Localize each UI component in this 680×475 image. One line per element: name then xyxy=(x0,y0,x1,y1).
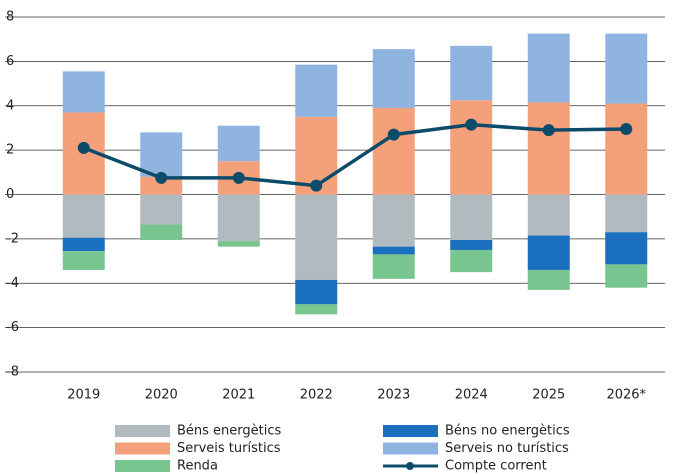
legend-swatch xyxy=(115,425,170,437)
bar xyxy=(295,279,338,305)
bar xyxy=(140,194,183,225)
x-tick-label: 2020 xyxy=(145,388,178,403)
point xyxy=(155,171,168,184)
bar xyxy=(372,107,415,195)
bar xyxy=(605,33,648,104)
bar xyxy=(527,269,570,290)
bar xyxy=(62,194,105,238)
bar xyxy=(605,103,648,195)
bar xyxy=(217,241,260,247)
legend-label: Renda xyxy=(177,459,218,474)
bar xyxy=(372,254,415,279)
x-tick-label: 2025 xyxy=(532,388,565,403)
legend-swatch xyxy=(115,442,170,455)
x-tick-label: 2023 xyxy=(377,388,410,403)
bar xyxy=(527,33,570,103)
x-tick-label: 2022 xyxy=(300,388,333,403)
bar xyxy=(605,232,648,265)
bar xyxy=(217,125,260,162)
bar xyxy=(140,224,183,240)
legend-label: Béns energètics xyxy=(177,424,282,439)
bar xyxy=(450,194,493,240)
bar xyxy=(450,100,493,195)
x-tick-label: 2024 xyxy=(455,388,488,403)
bar xyxy=(372,194,415,247)
bar xyxy=(450,239,493,250)
legend-marker xyxy=(406,462,414,470)
point xyxy=(232,171,245,184)
bar xyxy=(527,102,570,195)
x-tick-label: 2019 xyxy=(67,388,100,403)
bar xyxy=(295,64,338,117)
x-tick-label: 2021 xyxy=(222,388,255,403)
bar xyxy=(62,71,105,113)
legend-swatch xyxy=(115,460,170,472)
point xyxy=(465,118,478,131)
legend-swatch xyxy=(383,442,438,455)
legend-swatch xyxy=(383,425,438,437)
point xyxy=(77,141,90,154)
x-tick-label: 2026* xyxy=(606,388,646,403)
point xyxy=(387,128,400,141)
line xyxy=(83,122,627,188)
bar xyxy=(605,194,648,233)
legend-label: Béns no energètics xyxy=(445,424,570,439)
point xyxy=(620,123,633,136)
bar xyxy=(295,304,338,315)
bar xyxy=(217,194,260,242)
bar xyxy=(450,249,493,273)
bar xyxy=(450,45,493,101)
bar xyxy=(372,49,415,108)
bar xyxy=(295,194,338,280)
bar xyxy=(140,176,183,195)
point xyxy=(310,179,323,192)
point xyxy=(542,124,555,137)
legend-label: Compte corrent xyxy=(445,459,547,474)
legend-label: Serveis no turístics xyxy=(445,441,569,456)
bar xyxy=(140,132,183,177)
bar xyxy=(62,237,105,252)
bar xyxy=(605,264,648,288)
bar xyxy=(372,246,415,255)
bar xyxy=(527,194,570,236)
bar xyxy=(527,235,570,270)
bar xyxy=(62,251,105,270)
legend-label: Serveis turístics xyxy=(177,441,281,456)
